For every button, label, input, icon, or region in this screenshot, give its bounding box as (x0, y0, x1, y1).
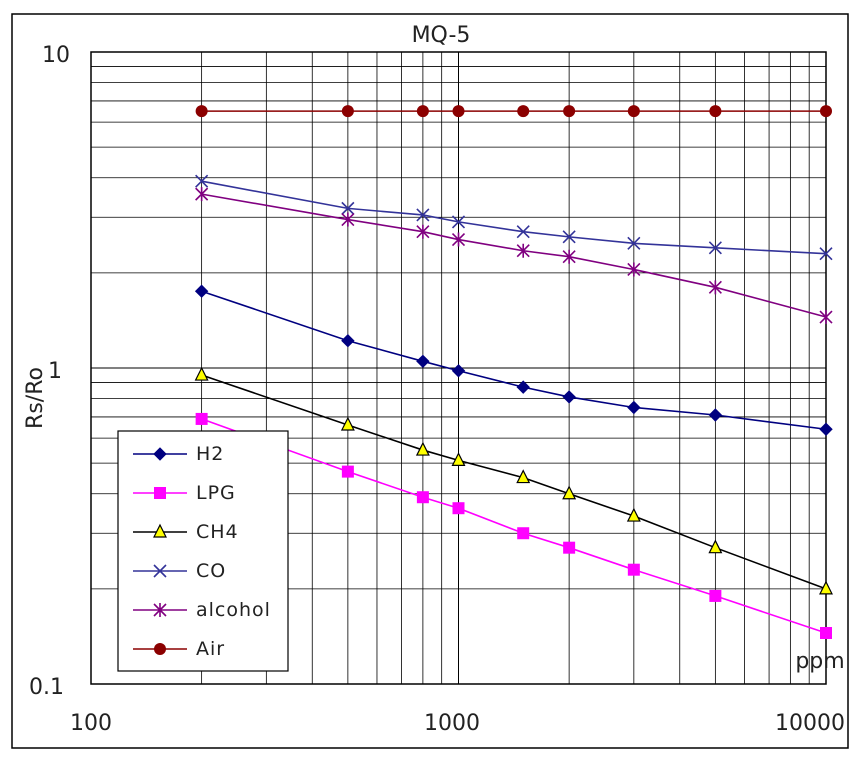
x-tick-label-1000: 1000 (424, 711, 480, 736)
data-point-alcohol (627, 262, 641, 277)
series-air (195, 105, 832, 118)
data-point-ch4 (708, 539, 723, 554)
data-point-air (416, 105, 429, 118)
data-point-co (819, 247, 833, 261)
legend-marker-lpg (154, 487, 166, 499)
legend-swatch-h2 (133, 447, 187, 461)
data-point-air (517, 105, 530, 118)
data-point-lpg (195, 412, 208, 425)
data-point-co (562, 230, 576, 244)
data-point-co (708, 241, 722, 255)
data-point-air (563, 105, 576, 118)
legend (117, 430, 289, 672)
data-point-alcohol (819, 310, 833, 325)
data-point-h2 (627, 400, 641, 415)
legend-label-alcohol: alcohol (196, 599, 271, 621)
data-point-co (627, 236, 641, 250)
series-co (195, 174, 833, 261)
data-point-air (820, 105, 832, 118)
data-point-h2 (416, 354, 430, 369)
data-point-ch4 (626, 507, 641, 522)
data-point-ch4 (516, 469, 531, 484)
data-point-air (709, 105, 722, 118)
series-lpg (195, 412, 832, 640)
legend-label-ch4: CH4 (196, 521, 239, 543)
data-point-lpg (416, 491, 429, 504)
grid (91, 52, 826, 684)
legend-marker-h2 (153, 447, 167, 461)
series-ch4 (194, 366, 833, 595)
x-tick-label-10000: 10000 (775, 711, 845, 736)
series-h2 (194, 284, 833, 436)
legend-marker-co (153, 564, 167, 578)
data-point-alcohol (516, 243, 530, 258)
data-point-co (451, 215, 466, 229)
legend-items: H2 LPG CH4 CO alcohol Air (133, 443, 271, 660)
data-point-h2 (194, 284, 209, 298)
x-axis-unit-label: ppm (795, 649, 844, 674)
data-point-air (627, 105, 640, 118)
series-alcohol (195, 187, 833, 325)
data-point-ch4 (415, 441, 430, 456)
legend-label-h2: H2 (196, 443, 224, 465)
y-tick-label-1: 1 (48, 359, 62, 384)
data-point-lpg (563, 541, 576, 554)
data-point-ch4 (819, 580, 833, 595)
data-point-alcohol (562, 249, 576, 264)
y-tick-label-0-1: 0.1 (29, 675, 64, 700)
y-tick-label-10: 10 (42, 43, 70, 68)
legend-marker-alcohol (153, 603, 167, 617)
data-point-air (195, 105, 208, 118)
data-point-h2 (562, 390, 576, 404)
legend-swatch-ch4 (133, 523, 187, 538)
data-point-h2 (516, 380, 530, 394)
legend-swatch-lpg (133, 487, 187, 499)
data-point-alcohol (416, 224, 430, 239)
legend-swatch-alcohol (133, 603, 187, 617)
legend-label-air: Air (196, 638, 225, 660)
data-point-h2 (451, 364, 466, 378)
data-point-lpg (341, 465, 354, 478)
data-point-lpg (517, 527, 530, 540)
data-point-ch4 (562, 485, 577, 500)
data-point-alcohol (341, 212, 355, 227)
data-point-co (341, 201, 355, 215)
data-point-air (341, 105, 354, 118)
x-tick-label-100: 100 (70, 711, 112, 736)
data-point-ch4 (194, 366, 209, 381)
data-point-lpg (709, 589, 722, 602)
legend-swatch-co (133, 564, 187, 578)
legend-marker-ch4 (153, 523, 167, 538)
data-point-h2 (341, 334, 355, 348)
series-layer (194, 105, 833, 640)
data-point-co (416, 208, 430, 222)
data-point-h2 (819, 422, 833, 436)
legend-label-lpg: LPG (196, 482, 236, 504)
data-point-ch4 (451, 452, 466, 467)
data-point-air (452, 105, 465, 118)
data-point-co (195, 174, 209, 188)
data-point-co (516, 225, 530, 239)
data-point-lpg (452, 502, 465, 515)
data-point-h2 (708, 408, 723, 422)
data-point-alcohol (708, 280, 722, 295)
data-point-alcohol (451, 232, 466, 247)
legend-swatch-air (133, 643, 187, 655)
y-axis-label: Rs/Ro (23, 367, 48, 429)
legend-label-co: CO (196, 560, 226, 582)
data-point-lpg (627, 563, 640, 576)
data-point-lpg (820, 627, 832, 640)
data-point-ch4 (340, 416, 355, 431)
data-point-alcohol (195, 187, 209, 202)
legend-marker-air (154, 643, 166, 655)
chart-title: MQ-5 (412, 23, 471, 48)
